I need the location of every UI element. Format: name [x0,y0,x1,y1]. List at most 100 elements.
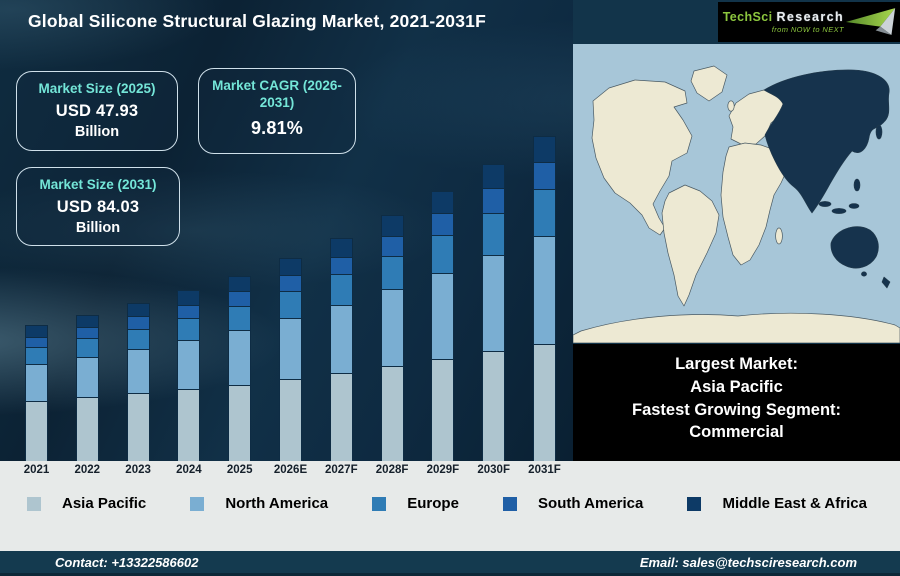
bar-2025-north-america [228,330,252,385]
bar-2031f-asia-pacific [532,343,556,461]
legend-swatch-middle-east-africa [687,496,702,511]
bar-2023-asia-pacific [126,393,150,461]
bar-2026e-south-america [278,275,302,291]
map-madagascar [775,227,783,245]
bar-2025-asia-pacific [228,384,252,461]
legend-swatch-europe [372,496,387,511]
bar-2022-middle-east-africa [75,314,99,327]
market-size-2025-label: Market Size (2025) [38,81,156,96]
bar-2027f-south-america [329,256,353,275]
techsci-logo: TechSci Research from NOW to NEXT [718,2,900,42]
logo-brand-primary: TechSci [722,9,773,24]
bar-2028f-north-america [380,289,404,367]
market-cagr-box: Market CAGR (2026-2031) 9.81% [198,68,356,154]
bar-2028f-south-america [380,236,404,256]
bar-2027f-middle-east-africa [329,237,353,257]
bar-2021-asia-pacific [25,401,48,461]
bar-2031f-europe [532,188,556,236]
bar-2029f-south-america [431,213,455,236]
legend-item-south-america: South America [503,495,643,512]
market-size-2025-value: USD 47.93 [55,101,139,120]
bar-2030f-north-america [482,254,506,352]
bar-2026e-europe [278,290,302,319]
bar-2022 [75,314,99,461]
bar-2025 [228,275,252,461]
bar-2031f-middle-east-africa [532,135,556,163]
bar-2029f-north-america [431,272,455,359]
market-highlight-callout: Largest Market: Asia Pacific Fastest Gro… [573,344,900,461]
axis-label-2026e: 2026E [273,464,308,476]
legend-label-north-america: North America [225,495,329,512]
bar-2030f-middle-east-africa [482,163,506,189]
axis-label-2023: 2023 [125,464,151,476]
logo-brand-secondary: Research [776,9,844,24]
bar-2029f-middle-east-africa [431,190,455,214]
legend-item-north-america: North America [190,495,328,512]
legend-swatch-south-america [503,496,518,511]
bar-2027f-europe [329,274,353,305]
bar-2027f [329,237,353,461]
bar-2026e-middle-east-africa [278,257,302,276]
bar-2030f [482,163,506,461]
axis-label-2022: 2022 [74,464,101,476]
chart-legend: Asia Pacific North America Europe South Ame… [0,495,900,512]
legend-item-middle-east-africa: Middle East & Africa [687,495,867,512]
map-greenland [690,65,728,102]
bar-2025-middle-east-africa [228,275,252,292]
map-british-isles [727,100,735,112]
legend-label-south-america: South America [538,495,644,512]
right-panel: TechSci Research from NOW to NEXT [573,0,900,461]
chart-panel: Global Silicone Structural Glazing Marke… [0,0,573,461]
main-row: Global Silicone Structural Glazing Marke… [0,0,900,461]
bar-2026e-asia-pacific [278,379,302,461]
bar-2023 [126,302,150,461]
bar-2024-europe [177,317,201,341]
bar-2021-middle-east-africa [25,325,48,337]
axis-label-2024: 2024 [176,464,202,476]
bar-2021-south-america [25,336,48,348]
bar-2029f-europe [431,235,455,273]
bar-2027f-north-america [329,304,353,373]
bar-2029f [431,190,455,461]
market-cagr-value: 9.81% [250,117,304,138]
footer-email: Email: sales@techsciresearch.com [639,554,857,570]
bar-2028f-middle-east-africa [380,215,404,237]
map-region-asia-pacific [763,69,891,289]
market-cagr-label: Market CAGR (2026-2031) [212,78,342,110]
fastest-segment-value: Commercial [689,423,784,442]
legend-swatch-north-america [190,496,205,511]
footer-contact: Contact: +13322586602 [55,554,199,570]
axis-label-2021: 2021 [23,464,50,476]
bar-2030f-asia-pacific [482,351,506,461]
legend-label-europe: Europe [407,495,459,512]
map-south-america [661,184,720,307]
axis-label-2027f: 2027F [324,464,358,476]
bar-2028f-europe [380,255,404,290]
bar-2026e-north-america [278,318,302,380]
map-tasmania [861,271,867,277]
market-size-2025-unit: Billion [74,123,120,140]
market-size-2031-unit: Billion [75,219,121,236]
techsci-logo-text: TechSci Research from NOW to NEXT [722,9,844,34]
bar-2021-north-america [25,364,48,402]
axis-label-2030f: 2030F [477,464,510,476]
fastest-segment-label: Fastest Growing Segment: [631,400,842,419]
legend-item-asia-pacific: Asia Pacific [27,495,146,512]
bar-2023-middle-east-africa [126,302,150,317]
map-antarctica [573,312,900,343]
largest-market-label: Largest Market: [675,355,798,373]
bar-2028f [380,215,404,461]
map-philippines [853,178,861,192]
bar-2024 [177,289,201,461]
bar-2021 [25,325,48,461]
legend-label-middle-east-africa: Middle East & Africa [722,495,867,512]
bar-2028f-asia-pacific [380,366,404,461]
bar-2023-south-america [126,316,150,329]
bottom-strip: 2021 2022 2023 2024 2025 2026E 2027F 2028F 2029F… [0,461,900,551]
bar-2022-south-america [75,326,99,339]
map-indonesia-3 [848,203,860,209]
bar-2024-asia-pacific [177,389,201,461]
map-japan [875,124,883,140]
axis-label-2031f: 2031F [528,464,561,476]
